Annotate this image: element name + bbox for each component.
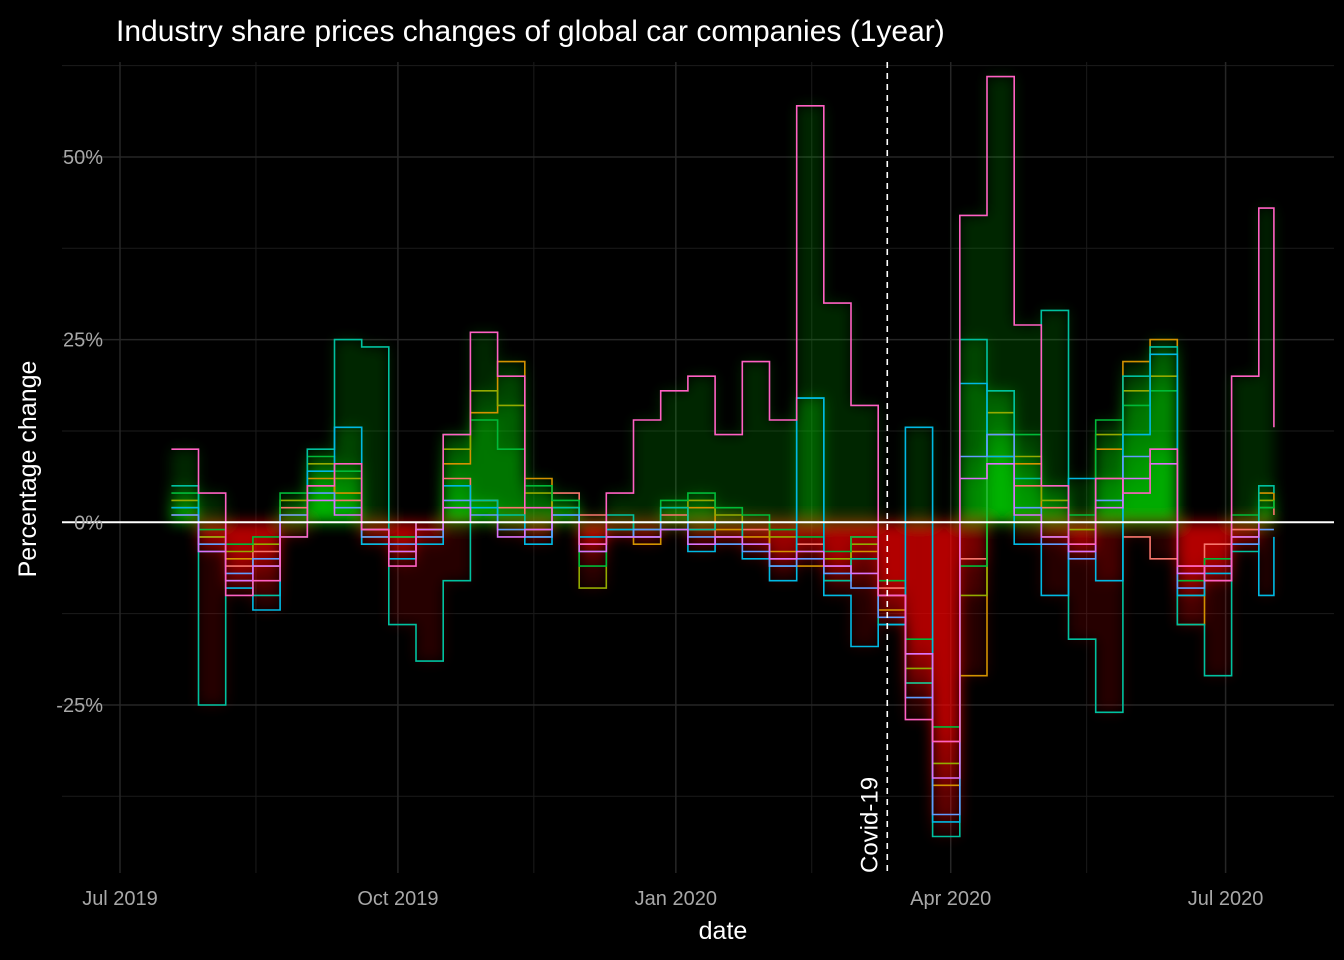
gain-fill bbox=[715, 434, 743, 523]
gain-fill bbox=[986, 76, 1015, 523]
loss-fill bbox=[687, 522, 716, 545]
loss-fill bbox=[878, 522, 906, 596]
x-axis-ticks: Jul 2019 Oct 2019 Jan 2020 Apr 2020 Jul 2020 bbox=[82, 888, 1263, 910]
gain-fill bbox=[796, 105, 824, 523]
loss-fill bbox=[905, 522, 933, 720]
gain-fill bbox=[1122, 493, 1151, 523]
gain-fill bbox=[823, 303, 852, 523]
loss-fill bbox=[1095, 522, 1123, 581]
gain-fill bbox=[1041, 485, 1069, 523]
gain-fill bbox=[1014, 325, 1042, 523]
y-tick-label: 50% bbox=[63, 147, 103, 169]
loss-fill bbox=[1177, 522, 1205, 567]
x-tick-label: Jul 2020 bbox=[1188, 888, 1264, 910]
loss-fill bbox=[524, 522, 552, 530]
gain-fill bbox=[198, 493, 226, 523]
gain-fill bbox=[905, 427, 933, 523]
loss-fill bbox=[1258, 522, 1274, 596]
x-tick-label: Jan 2020 bbox=[635, 888, 717, 910]
gain-fill bbox=[1231, 376, 1259, 523]
loss-fill bbox=[280, 522, 308, 537]
gain-fill bbox=[524, 507, 552, 523]
loss-fill bbox=[769, 522, 797, 559]
gain-fill bbox=[606, 493, 634, 523]
y-tick-label: 25% bbox=[63, 330, 103, 352]
gain-fill bbox=[660, 390, 688, 523]
loss-fill bbox=[1258, 522, 1274, 530]
gain-fill bbox=[851, 405, 879, 523]
loss-fill bbox=[416, 522, 444, 662]
gain-fill bbox=[579, 514, 607, 523]
y-axis-ticks: -25% 0% 25% 50% bbox=[56, 147, 103, 717]
gain-fill bbox=[551, 514, 580, 523]
x-tick-label: Apr 2020 bbox=[910, 888, 991, 910]
loss-fill bbox=[1122, 522, 1151, 537]
covid-annotation: Covid-19 bbox=[856, 777, 883, 873]
gain-fill bbox=[470, 332, 498, 523]
gain-fill bbox=[280, 514, 308, 523]
chart-title: Industry share prices changes of global … bbox=[116, 15, 945, 48]
y-tick-label: 0% bbox=[74, 512, 103, 534]
gain-fill bbox=[361, 346, 389, 523]
gain-fill bbox=[1258, 208, 1274, 523]
loss-fill bbox=[416, 522, 444, 530]
gain-fill bbox=[742, 361, 770, 523]
loss-fill bbox=[851, 522, 879, 574]
loss-fill bbox=[1068, 522, 1096, 545]
gain-fill bbox=[1150, 449, 1178, 523]
loss-fill bbox=[579, 522, 607, 545]
loss-fill bbox=[361, 522, 389, 530]
gain-fill bbox=[959, 215, 987, 523]
gain-fill bbox=[769, 420, 797, 523]
x-axis-title: date bbox=[699, 917, 748, 945]
loss-fill bbox=[1150, 522, 1178, 559]
loss-fill bbox=[198, 522, 226, 705]
gain-fill bbox=[307, 485, 335, 523]
loss-fill bbox=[1204, 522, 1232, 581]
series-line bbox=[171, 75, 1275, 743]
loss-fill bbox=[1014, 522, 1042, 545]
loss-fill bbox=[742, 522, 770, 545]
y-tick-label: -25% bbox=[56, 695, 103, 717]
loss-fill bbox=[1041, 522, 1069, 537]
gain-fill bbox=[687, 376, 716, 523]
loss-fill bbox=[932, 522, 960, 742]
x-tick-label: Jul 2019 bbox=[82, 888, 158, 910]
gain-fill bbox=[633, 420, 661, 523]
loss-fill bbox=[443, 522, 471, 581]
loss-fill bbox=[660, 522, 688, 530]
x-tick-label: Oct 2019 bbox=[357, 888, 438, 910]
y-axis-title: Percentage change bbox=[14, 361, 42, 578]
